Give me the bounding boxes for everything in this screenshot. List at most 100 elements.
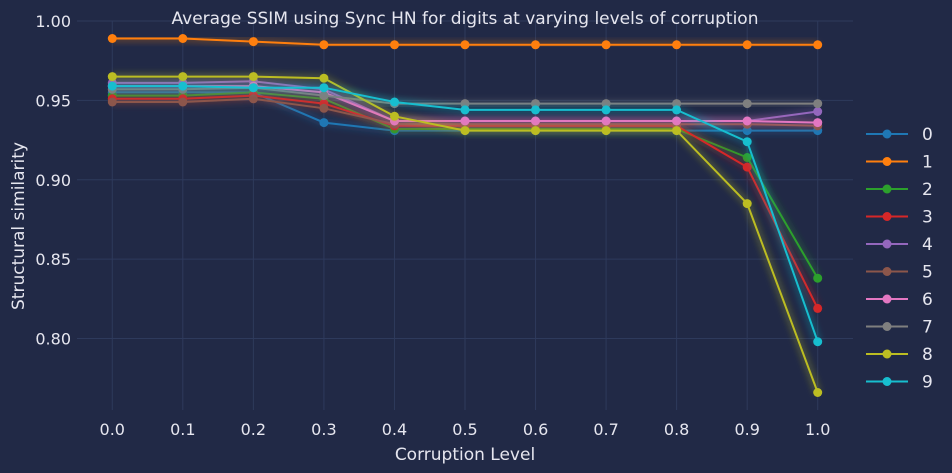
series-8 xyxy=(107,72,823,397)
x-tick-label: 0.9 xyxy=(734,420,759,439)
data-point xyxy=(742,137,752,147)
x-tick-label: 0.7 xyxy=(593,420,618,439)
legend-swatch-marker xyxy=(882,294,892,304)
legend-swatch-marker xyxy=(882,129,892,139)
legend-label: 3 xyxy=(922,208,933,228)
x-tick-label: 0.6 xyxy=(523,420,548,439)
legend-item: 5 xyxy=(866,263,933,283)
data-point xyxy=(107,81,117,91)
y-axis-ticks: 0.80 0.85 0.90 0.95 1.00 xyxy=(35,12,71,349)
x-tick-label: 0.8 xyxy=(664,420,689,439)
data-point xyxy=(742,116,752,126)
legend-label: 6 xyxy=(922,290,933,310)
data-point xyxy=(460,126,470,136)
data-point xyxy=(178,97,188,107)
legend-label: 8 xyxy=(922,345,933,365)
data-point xyxy=(390,40,399,50)
y-tick-label: 0.85 xyxy=(35,250,71,269)
data-point xyxy=(742,99,752,109)
data-point xyxy=(319,103,329,113)
data-point xyxy=(813,388,823,397)
series-layer xyxy=(107,34,823,397)
legend-swatch-marker xyxy=(882,349,892,359)
data-point xyxy=(601,126,611,136)
legend-label: 7 xyxy=(922,318,933,338)
data-point xyxy=(460,40,470,50)
x-tick-label: 0.3 xyxy=(311,420,336,439)
legend-label: 0 xyxy=(922,125,933,145)
legend-item: 4 xyxy=(866,235,933,255)
data-point xyxy=(390,111,399,121)
data-point xyxy=(390,97,399,107)
data-point xyxy=(813,118,823,128)
data-point xyxy=(531,105,540,115)
x-tick-label: 0.4 xyxy=(382,420,407,439)
y-tick-label: 1.00 xyxy=(35,12,71,31)
data-point xyxy=(319,91,329,101)
data-point xyxy=(813,273,823,283)
data-point xyxy=(672,126,682,136)
legend: 0 1 2 3 4 5 6 7 8 9 xyxy=(866,125,933,393)
data-point xyxy=(460,116,470,126)
legend-label: 5 xyxy=(922,263,933,283)
data-point xyxy=(601,116,611,126)
data-point xyxy=(107,97,117,107)
data-point xyxy=(531,40,540,50)
legend-item: 1 xyxy=(866,153,933,173)
legend-swatch-marker xyxy=(882,212,892,221)
legend-label: 1 xyxy=(922,153,933,173)
y-tick-label: 0.80 xyxy=(35,330,71,349)
data-point xyxy=(601,105,611,115)
legend-swatch-marker xyxy=(882,267,892,276)
data-point xyxy=(813,40,823,50)
legend-item: 3 xyxy=(866,208,933,228)
legend-item: 7 xyxy=(866,318,933,338)
legend-item: 6 xyxy=(866,290,933,310)
legend-swatch-marker xyxy=(882,239,892,249)
y-axis-label: Structural similarity xyxy=(9,142,29,310)
data-point xyxy=(248,37,258,47)
chart-title: Average SSIM using Sync HN for digits at… xyxy=(172,9,759,29)
legend-swatch-marker xyxy=(882,377,892,386)
data-point xyxy=(178,72,188,82)
data-point xyxy=(813,99,823,109)
data-point xyxy=(742,40,752,50)
legend-item: 2 xyxy=(866,180,933,200)
data-point xyxy=(178,34,188,43)
x-tick-label: 0.1 xyxy=(170,420,195,439)
x-tick-label: 0.5 xyxy=(452,420,477,439)
legend-label: 4 xyxy=(922,235,933,255)
data-point xyxy=(248,72,258,82)
legend-label: 9 xyxy=(922,373,933,393)
x-axis-label: Corruption Level xyxy=(395,445,535,465)
legend-swatch-marker xyxy=(882,322,892,331)
data-point xyxy=(248,83,258,93)
data-point xyxy=(319,73,329,83)
legend-item: 8 xyxy=(866,345,933,365)
data-point xyxy=(178,81,188,91)
data-point xyxy=(248,94,258,104)
series-1 xyxy=(107,34,823,50)
series-9 xyxy=(107,81,823,347)
data-point xyxy=(813,303,823,313)
data-point xyxy=(672,105,682,115)
x-tick-label: 1.0 xyxy=(805,420,830,439)
data-point xyxy=(742,162,752,172)
legend-swatch-marker xyxy=(882,157,892,166)
x-axis-ticks: 0.0 0.1 0.2 0.3 0.4 0.5 0.6 0.7 0.8 0.9 1.0 xyxy=(100,420,831,439)
data-point xyxy=(107,34,117,43)
y-tick-label: 0.95 xyxy=(35,91,71,110)
legend-item: 0 xyxy=(866,125,933,145)
data-point xyxy=(742,199,752,209)
data-point xyxy=(531,126,540,136)
legend-swatch-marker xyxy=(882,184,892,194)
legend-label: 2 xyxy=(922,180,933,200)
y-tick-label: 0.90 xyxy=(35,171,71,190)
data-point xyxy=(319,118,329,128)
x-tick-label: 0.2 xyxy=(241,420,266,439)
x-tick-label: 0.0 xyxy=(100,420,125,439)
data-point xyxy=(319,40,329,50)
data-point xyxy=(813,107,823,116)
data-point xyxy=(531,116,540,126)
